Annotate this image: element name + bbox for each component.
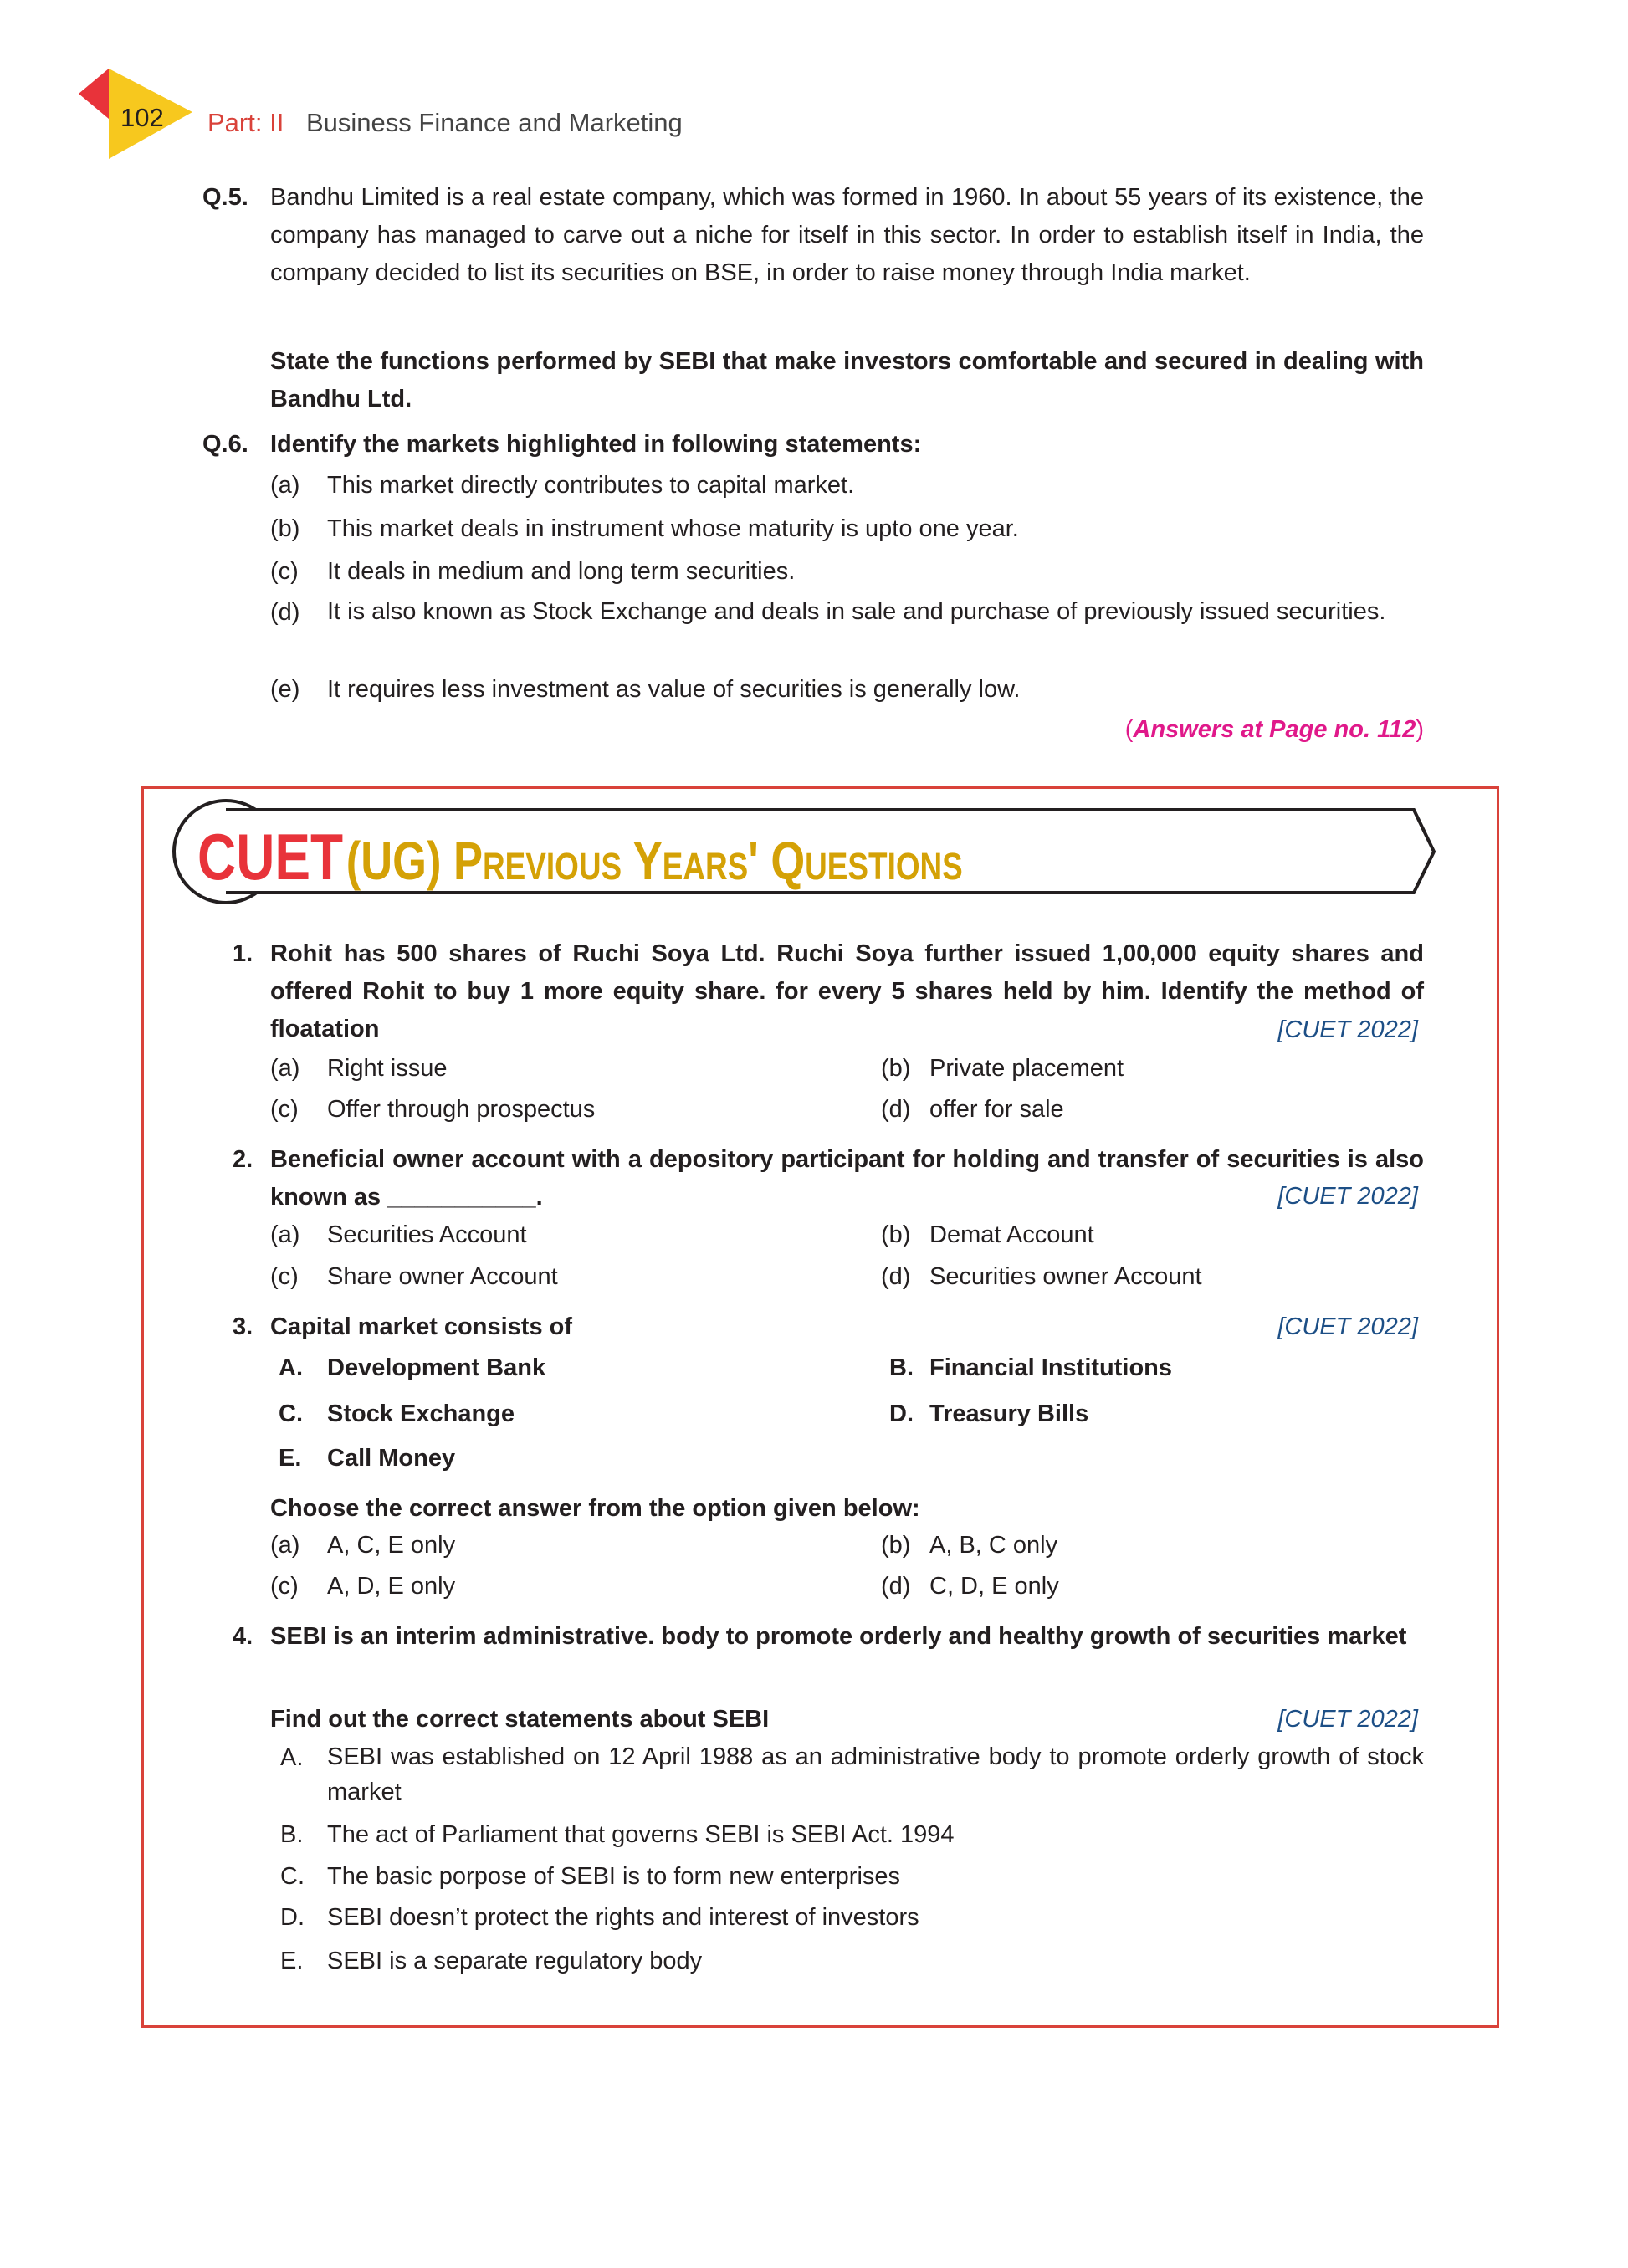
q3-tag: [CUET 2022] xyxy=(1277,1313,1418,1340)
q6-item-b: This market deals in instrument whose ma… xyxy=(327,515,1019,542)
q2-key-c: (c) xyxy=(270,1263,299,1290)
q1-key-b: (b) xyxy=(881,1055,911,1082)
q6-key-d: (d) xyxy=(270,599,300,626)
q2-option-c[interactable]: Share owner Account xyxy=(327,1263,558,1290)
cuet-title-rest: (UG) Previous Years' Questions xyxy=(346,831,963,891)
q3-key-b: (b) xyxy=(881,1532,911,1559)
q3-key-a: (a) xyxy=(270,1532,300,1559)
q1-option-c[interactable]: Offer through prospectus xyxy=(327,1096,596,1123)
q1-key-a: (a) xyxy=(270,1055,300,1082)
q4-item-E: SEBI is a separate regulatory body xyxy=(327,1948,703,1974)
q3-option-a[interactable]: A, C, E only xyxy=(327,1532,456,1559)
answers-link[interactable]: Answers at Page no. 112 xyxy=(1133,716,1416,743)
q2-key-d: (d) xyxy=(881,1263,911,1290)
q1-option-b[interactable]: Private placement xyxy=(929,1055,1124,1082)
answers-close: ) xyxy=(1416,716,1424,743)
chapter-title: Business Finance and Marketing xyxy=(306,108,683,137)
q4-item-D: SEBI doesn’t protect the rights and inte… xyxy=(327,1904,919,1931)
q3-text: Capital market consists of xyxy=(270,1313,572,1340)
q3-item-A: Development Bank xyxy=(327,1354,546,1381)
q4-item-C: The basic porpose of SEBI is to form new… xyxy=(327,1863,901,1890)
q4-key-D: D. xyxy=(280,1904,305,1931)
cuet-title: CUET (UG) Previous Years' Questions xyxy=(197,823,963,909)
q4-prompt: Find out the correct statements about SE… xyxy=(270,1706,770,1733)
q1-key-d: (d) xyxy=(881,1096,911,1123)
answers-reference[interactable]: (Answers at Page no. 112) xyxy=(1125,711,1424,749)
q4-key-A: A. xyxy=(280,1744,304,1771)
q1-number: 1. xyxy=(233,940,253,967)
part-label: Part: II xyxy=(207,108,284,137)
q3-number: 3. xyxy=(233,1313,253,1340)
q4-key-E: E. xyxy=(280,1948,304,1974)
q2-text: Beneficial owner account with a deposito… xyxy=(270,1146,1424,1211)
page-marker-icon xyxy=(79,69,192,159)
q2-key-a: (a) xyxy=(270,1221,300,1248)
q6-key-c: (c) xyxy=(270,558,299,585)
answers-open: ( xyxy=(1124,716,1134,743)
q4-text: SEBI is an interim administrative. body … xyxy=(270,1623,1407,1650)
q6-item-a: This market directly contributes to capi… xyxy=(327,472,855,499)
q2-option-a[interactable]: Securities Account xyxy=(327,1221,527,1248)
q5-question: State the functions performed by SEBI th… xyxy=(270,348,1424,412)
q6-label: Q.6. xyxy=(202,431,248,458)
q6-item-d: It is also known as Stock Exchange and d… xyxy=(327,598,1386,625)
q2-option-b[interactable]: Demat Account xyxy=(929,1221,1094,1248)
q2-tag: [CUET 2022] xyxy=(1277,1183,1418,1210)
q4-item-B: The act of Parliament that governs SEBI … xyxy=(327,1821,955,1848)
q4-key-C: C. xyxy=(280,1863,305,1890)
q1-option-a[interactable]: Right issue xyxy=(327,1055,448,1082)
q3-option-d[interactable]: C, D, E only xyxy=(929,1573,1059,1600)
q3-prompt: Choose the correct answer from the optio… xyxy=(270,1495,920,1522)
q3-key-c: (c) xyxy=(270,1573,299,1600)
q6-key-e: (e) xyxy=(270,676,300,703)
q2-number: 2. xyxy=(233,1146,253,1173)
q6-key-b: (b) xyxy=(270,515,300,542)
q3-item-B: Financial Institutions xyxy=(929,1354,1173,1381)
q5-label: Q.5. xyxy=(202,184,248,211)
q5-text: Bandhu Limited is a real estate company,… xyxy=(270,184,1424,286)
q4-number: 4. xyxy=(233,1623,253,1650)
q4-tag: [CUET 2022] xyxy=(1277,1706,1418,1733)
q4-item-A: SEBI was established on 12 April 1988 as… xyxy=(327,1743,1424,1805)
q2-key-b: (b) xyxy=(881,1221,911,1248)
q3-key-C: C. xyxy=(279,1400,303,1427)
q1-key-c: (c) xyxy=(270,1096,299,1123)
q6-key-a: (a) xyxy=(270,472,300,499)
page-number: 102 xyxy=(120,103,164,132)
q2-option-d[interactable]: Securities owner Account xyxy=(929,1263,1202,1290)
cuet-section-box xyxy=(141,786,1499,2028)
q6-item-c: It deals in medium and long term securit… xyxy=(327,558,796,585)
q3-item-C: Stock Exchange xyxy=(327,1400,515,1427)
q3-key-B: B. xyxy=(889,1354,914,1381)
q3-item-D: Treasury Bills xyxy=(929,1400,1089,1427)
q6-item-e: It requires less investment as value of … xyxy=(327,676,1021,703)
q3-key-E: E. xyxy=(279,1445,302,1472)
q1-tag: [CUET 2022] xyxy=(1277,1016,1418,1043)
q3-key-d: (d) xyxy=(881,1573,911,1600)
q3-option-c[interactable]: A, D, E only xyxy=(327,1573,456,1600)
q6-question: Identify the markets highlighted in foll… xyxy=(270,431,922,458)
q3-item-E: Call Money xyxy=(327,1445,456,1472)
cuet-title-main: CUET xyxy=(197,820,344,893)
banner-shape xyxy=(172,799,1436,904)
q3-option-b[interactable]: A, B, C only xyxy=(929,1532,1058,1559)
q1-option-d[interactable]: offer for sale xyxy=(929,1096,1064,1123)
q3-key-A: A. xyxy=(279,1354,303,1381)
q4-key-B: B. xyxy=(280,1821,304,1848)
q1-text: Rohit has 500 shares of Ruchi Soya Ltd. … xyxy=(270,940,1424,1042)
q3-key-D: D. xyxy=(889,1400,914,1427)
